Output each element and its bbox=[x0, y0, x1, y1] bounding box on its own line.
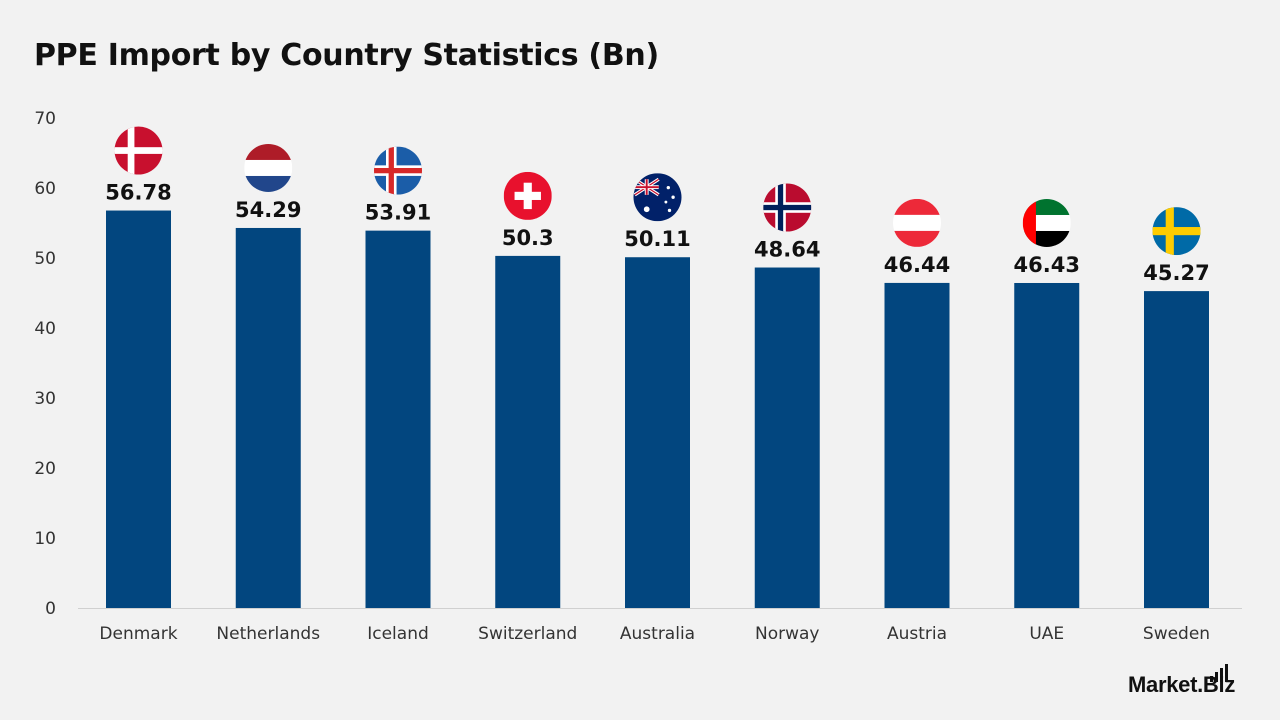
x-tick-label: UAE bbox=[1029, 624, 1064, 644]
x-tick-label: Australia bbox=[620, 624, 695, 644]
data-label: 56.78 bbox=[105, 181, 171, 205]
data-label: 48.64 bbox=[754, 238, 820, 262]
bar bbox=[106, 210, 171, 609]
y-tick-label: 70 bbox=[34, 109, 56, 129]
y-tick-label: 40 bbox=[34, 319, 56, 339]
x-tick-label: Iceland bbox=[367, 624, 429, 644]
uae-flag-icon bbox=[1022, 198, 1071, 247]
bar bbox=[495, 255, 561, 608]
iceland-flag-icon bbox=[374, 146, 422, 195]
data-label: 54.29 bbox=[235, 198, 301, 222]
data-label: 50.11 bbox=[624, 227, 690, 251]
switzerland-flag-icon bbox=[503, 171, 552, 220]
data-label: 50.3 bbox=[502, 226, 554, 250]
brand-logo: Market.Biz bbox=[1128, 662, 1258, 708]
australia-flag-icon bbox=[633, 173, 682, 222]
data-label: 53.91 bbox=[365, 201, 431, 225]
data-label: 45.27 bbox=[1143, 261, 1209, 285]
netherlands-flag-icon bbox=[244, 143, 293, 192]
bar bbox=[625, 257, 690, 608]
x-tick-label: Sweden bbox=[1143, 624, 1210, 644]
y-tick-label: 60 bbox=[34, 179, 56, 199]
bar bbox=[884, 282, 950, 608]
y-tick-label: 0 bbox=[45, 599, 56, 619]
austria-flag-icon bbox=[893, 198, 941, 247]
y-tick-label: 20 bbox=[34, 459, 56, 479]
x-tick-label: Austria bbox=[887, 624, 947, 644]
chart-title: PPE Import by Country Statistics (Bn) bbox=[34, 38, 659, 73]
data-label: 46.44 bbox=[884, 253, 950, 277]
data-label: 46.43 bbox=[1014, 253, 1080, 277]
bar bbox=[754, 267, 820, 608]
y-tick-label: 10 bbox=[34, 529, 56, 549]
bar bbox=[365, 230, 431, 608]
y-tick-label: 30 bbox=[34, 389, 56, 409]
y-tick-label: 50 bbox=[34, 249, 56, 269]
brand-logo-image: Market.Biz bbox=[1128, 664, 1236, 697]
x-tick-label: Norway bbox=[755, 624, 820, 644]
denmark-flag-icon bbox=[114, 126, 163, 175]
norway-flag-icon bbox=[763, 183, 812, 232]
x-tick-label: Denmark bbox=[99, 624, 177, 644]
sweden-flag-icon bbox=[1152, 207, 1201, 256]
svg-text:Market.Biz: Market.Biz bbox=[1128, 672, 1235, 697]
bar bbox=[1014, 282, 1080, 608]
x-tick-label: Netherlands bbox=[216, 624, 320, 644]
bar bbox=[235, 227, 301, 608]
x-tick-label: Switzerland bbox=[478, 624, 577, 644]
bar bbox=[1144, 291, 1209, 608]
